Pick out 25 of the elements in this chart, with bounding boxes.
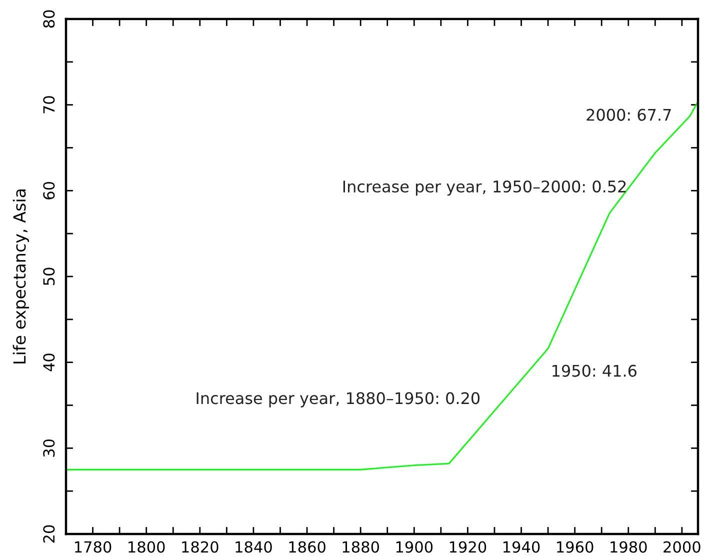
x-tick-label: 2000 (664, 541, 700, 553)
y-axis-title: Life expectancy, Asia (12, 190, 29, 364)
y-tick-label: 70 (43, 96, 55, 114)
x-tick-label: 1920 (450, 541, 486, 553)
annotation: 1950: 41.6 (552, 364, 636, 377)
x-tick-label: 1880 (342, 541, 379, 553)
x-tick-label: 1860 (289, 541, 326, 553)
x-tick-label: 1980 (610, 541, 647, 553)
y-tick-label: 50 (43, 268, 55, 286)
annotation: Increase per year, 1950–2000: 0.52 (343, 180, 626, 196)
line-series (66, 100, 698, 470)
x-tick-label: 1960 (557, 541, 594, 553)
x-tick-label: 1800 (128, 541, 165, 553)
x-tick-label: 1840 (236, 541, 272, 553)
y-tick-label: 40 (43, 354, 55, 372)
y-tick-label: 20 (43, 525, 55, 543)
y-tick-label: 80 (43, 10, 55, 28)
x-tick-label: 1820 (182, 541, 218, 553)
y-tick-label: 60 (43, 182, 55, 200)
x-tick-label: 1900 (396, 541, 433, 553)
x-tick-label: 1940 (503, 541, 540, 553)
annotation: 2000: 67.7 (586, 108, 671, 121)
annotation: Increase per year, 1880–1950: 0.20 (196, 392, 480, 408)
y-tick-label: 30 (43, 439, 55, 457)
x-tick-label: 1780 (75, 541, 112, 553)
